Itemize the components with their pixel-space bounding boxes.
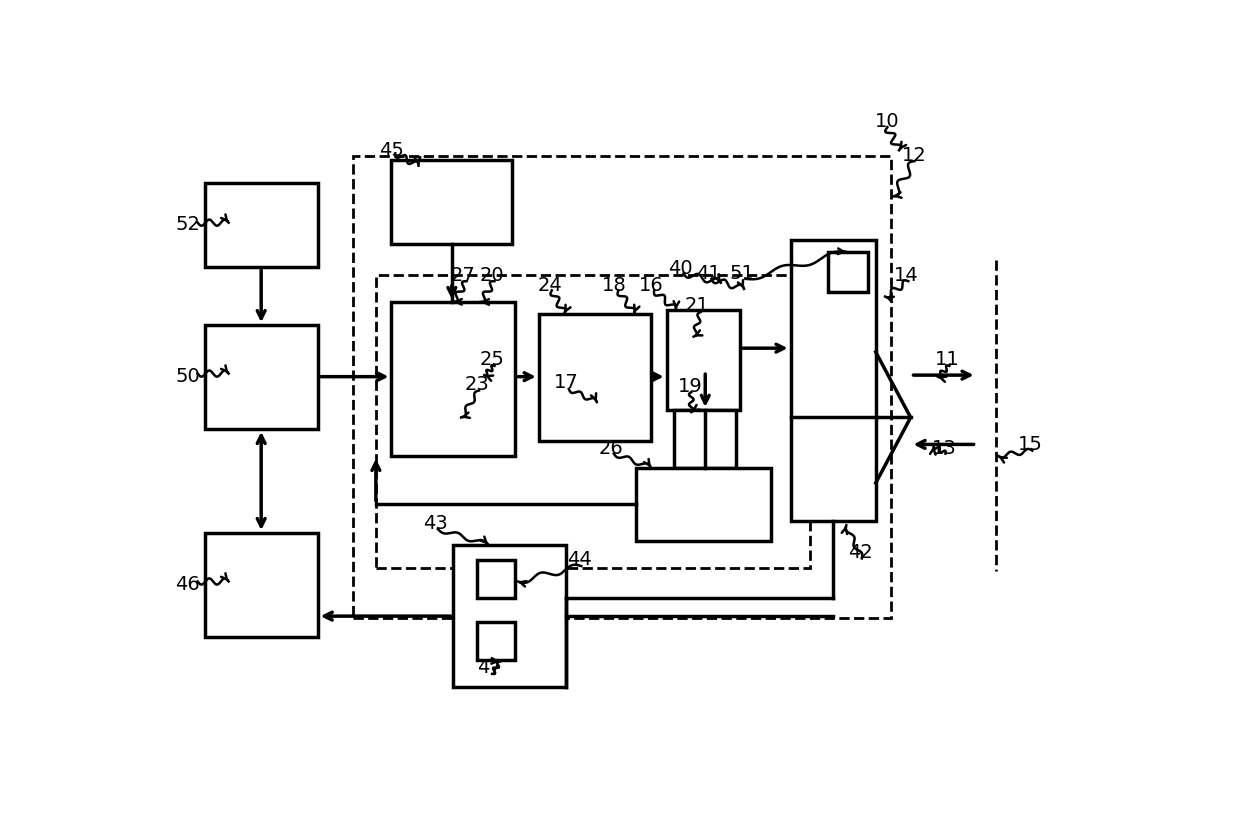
Text: 11: 11 — [935, 350, 960, 369]
Bar — [675, 410, 737, 468]
Text: 50: 50 — [175, 367, 200, 386]
Text: 51: 51 — [729, 264, 754, 283]
Text: 13: 13 — [931, 439, 956, 458]
Text: 27: 27 — [451, 265, 476, 285]
Text: 17: 17 — [553, 374, 578, 392]
Text: 24: 24 — [538, 276, 563, 295]
Bar — [392, 159, 511, 244]
Text: 45: 45 — [379, 141, 404, 160]
Text: 26: 26 — [599, 439, 622, 458]
Bar — [791, 241, 875, 521]
Text: 10: 10 — [875, 112, 900, 131]
Text: 44: 44 — [568, 551, 591, 570]
Text: 40: 40 — [668, 259, 693, 278]
Text: 46: 46 — [175, 575, 200, 594]
Text: 15: 15 — [1018, 435, 1043, 454]
Text: 20: 20 — [480, 265, 505, 285]
Bar — [476, 560, 516, 598]
Text: 52: 52 — [175, 215, 200, 234]
Text: 47: 47 — [477, 659, 502, 677]
Text: 43: 43 — [423, 514, 448, 533]
Text: 19: 19 — [677, 377, 702, 397]
Bar — [476, 622, 516, 660]
Bar — [454, 544, 565, 687]
Text: 41: 41 — [696, 264, 720, 283]
Bar — [352, 156, 892, 618]
Text: 12: 12 — [903, 146, 926, 165]
Text: 25: 25 — [480, 350, 505, 369]
Bar — [828, 252, 868, 292]
Text: 23: 23 — [464, 375, 489, 394]
Bar — [538, 313, 651, 441]
Bar — [667, 309, 740, 410]
Text: 42: 42 — [848, 543, 873, 561]
Bar — [376, 275, 810, 568]
Text: 16: 16 — [639, 276, 663, 295]
Bar — [206, 533, 317, 637]
Bar — [635, 468, 771, 541]
Bar — [392, 302, 516, 456]
Text: 21: 21 — [686, 296, 709, 315]
Text: 18: 18 — [601, 276, 626, 295]
Bar — [206, 183, 317, 268]
Text: 14: 14 — [894, 265, 919, 285]
Bar — [206, 325, 317, 429]
